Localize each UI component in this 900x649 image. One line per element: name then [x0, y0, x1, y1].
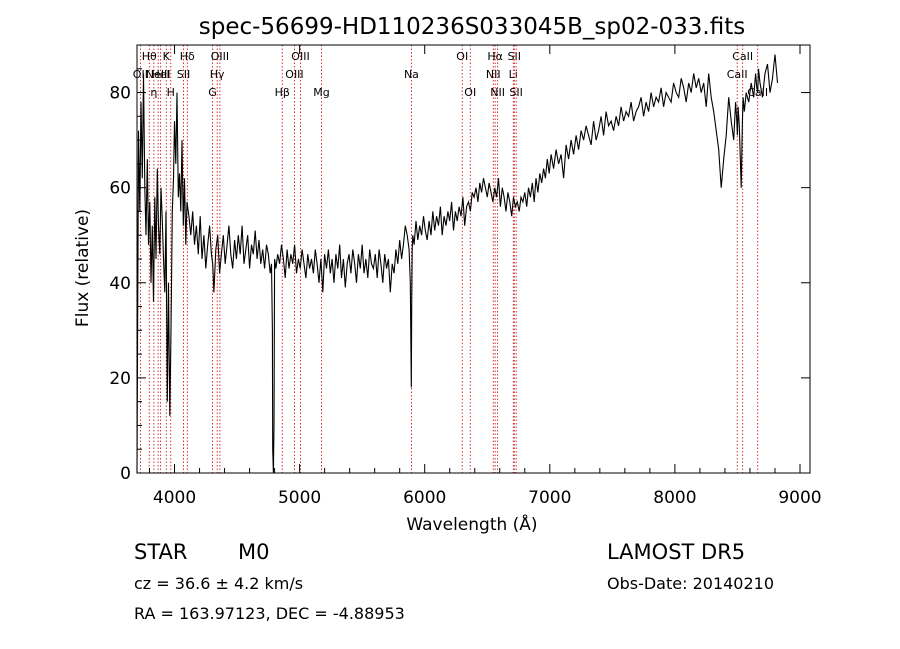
line-label-16: Na: [404, 68, 419, 81]
survey-label: LAMOST DR5: [607, 540, 746, 564]
y-tick-label-0: 0: [120, 464, 131, 484]
x-axis-label: Wavelength (Å): [406, 513, 537, 535]
emission-line-markers: OIIHθηNeIIIHeIKHSIIHδGHγOIIIHβOIIIOIIIMg…: [133, 45, 768, 473]
line-label-19: NII: [486, 68, 501, 81]
line-label-10: Hγ: [210, 68, 225, 81]
x-tick-label-3: 7000: [528, 488, 571, 508]
spectrum-line: [136, 54, 779, 474]
x-tick-label-5: 9000: [778, 488, 821, 508]
x-tick-label-2: 6000: [403, 488, 446, 508]
chart-title: spec-56699-HD110236S033045B_sp02-033.fit…: [199, 14, 745, 40]
line-label-12: Hβ: [275, 86, 290, 99]
coordinates: RA = 163.97123, DEC = -4.88953: [134, 604, 405, 623]
line-label-1: Hθ: [142, 50, 157, 63]
line-label-13: OIII: [285, 68, 303, 81]
line-label-17: OI: [456, 50, 468, 63]
line-label-2: η: [150, 86, 157, 99]
line-label-15: Mg: [313, 86, 329, 99]
y-tick-label-1: 20: [109, 369, 131, 389]
line-label-6: H: [167, 86, 175, 99]
line-label-26: CaII: [732, 50, 753, 63]
line-label-22: Li: [509, 68, 518, 81]
y-tick-label-4: 80: [109, 84, 131, 104]
y-tick-label-2: 40: [109, 274, 131, 294]
line-label-11: OIII: [211, 50, 229, 63]
line-label-20: Hα: [487, 50, 503, 63]
line-label-23: SII: [508, 50, 521, 63]
line-label-7: SII: [177, 68, 190, 81]
subclass-label: M0: [238, 540, 270, 564]
line-label-21: NII: [490, 86, 505, 99]
x-tick-label-0: 4000: [153, 488, 196, 508]
y-tick-label-3: 60: [109, 179, 131, 199]
x-tick-label-4: 8000: [653, 488, 696, 508]
plot-frame: [136, 44, 811, 474]
line-label-3: NeIII: [146, 68, 171, 81]
line-label-18: OI: [464, 86, 476, 99]
line-label-25: CaII: [727, 68, 748, 81]
class-label: STAR: [134, 540, 188, 564]
line-label-8: Hδ: [180, 50, 195, 63]
cz-value: cz = 36.6 ± 4.2 km/s: [134, 574, 304, 593]
axis-ticks: 4000 5000 6000 7000 8000 9000 0 20 40 60 80: [109, 45, 822, 508]
line-label-5: K: [163, 50, 171, 63]
line-label-14: OIII: [291, 50, 309, 63]
line-label-24: SII: [509, 86, 522, 99]
x-tick-label-1: 5000: [278, 488, 321, 508]
obs-date: Obs-Date: 20140210: [607, 574, 775, 593]
line-label-9: G: [208, 86, 217, 99]
y-axis-label: Flux (relative): [73, 209, 93, 327]
line-label-4: HeI: [151, 68, 169, 81]
